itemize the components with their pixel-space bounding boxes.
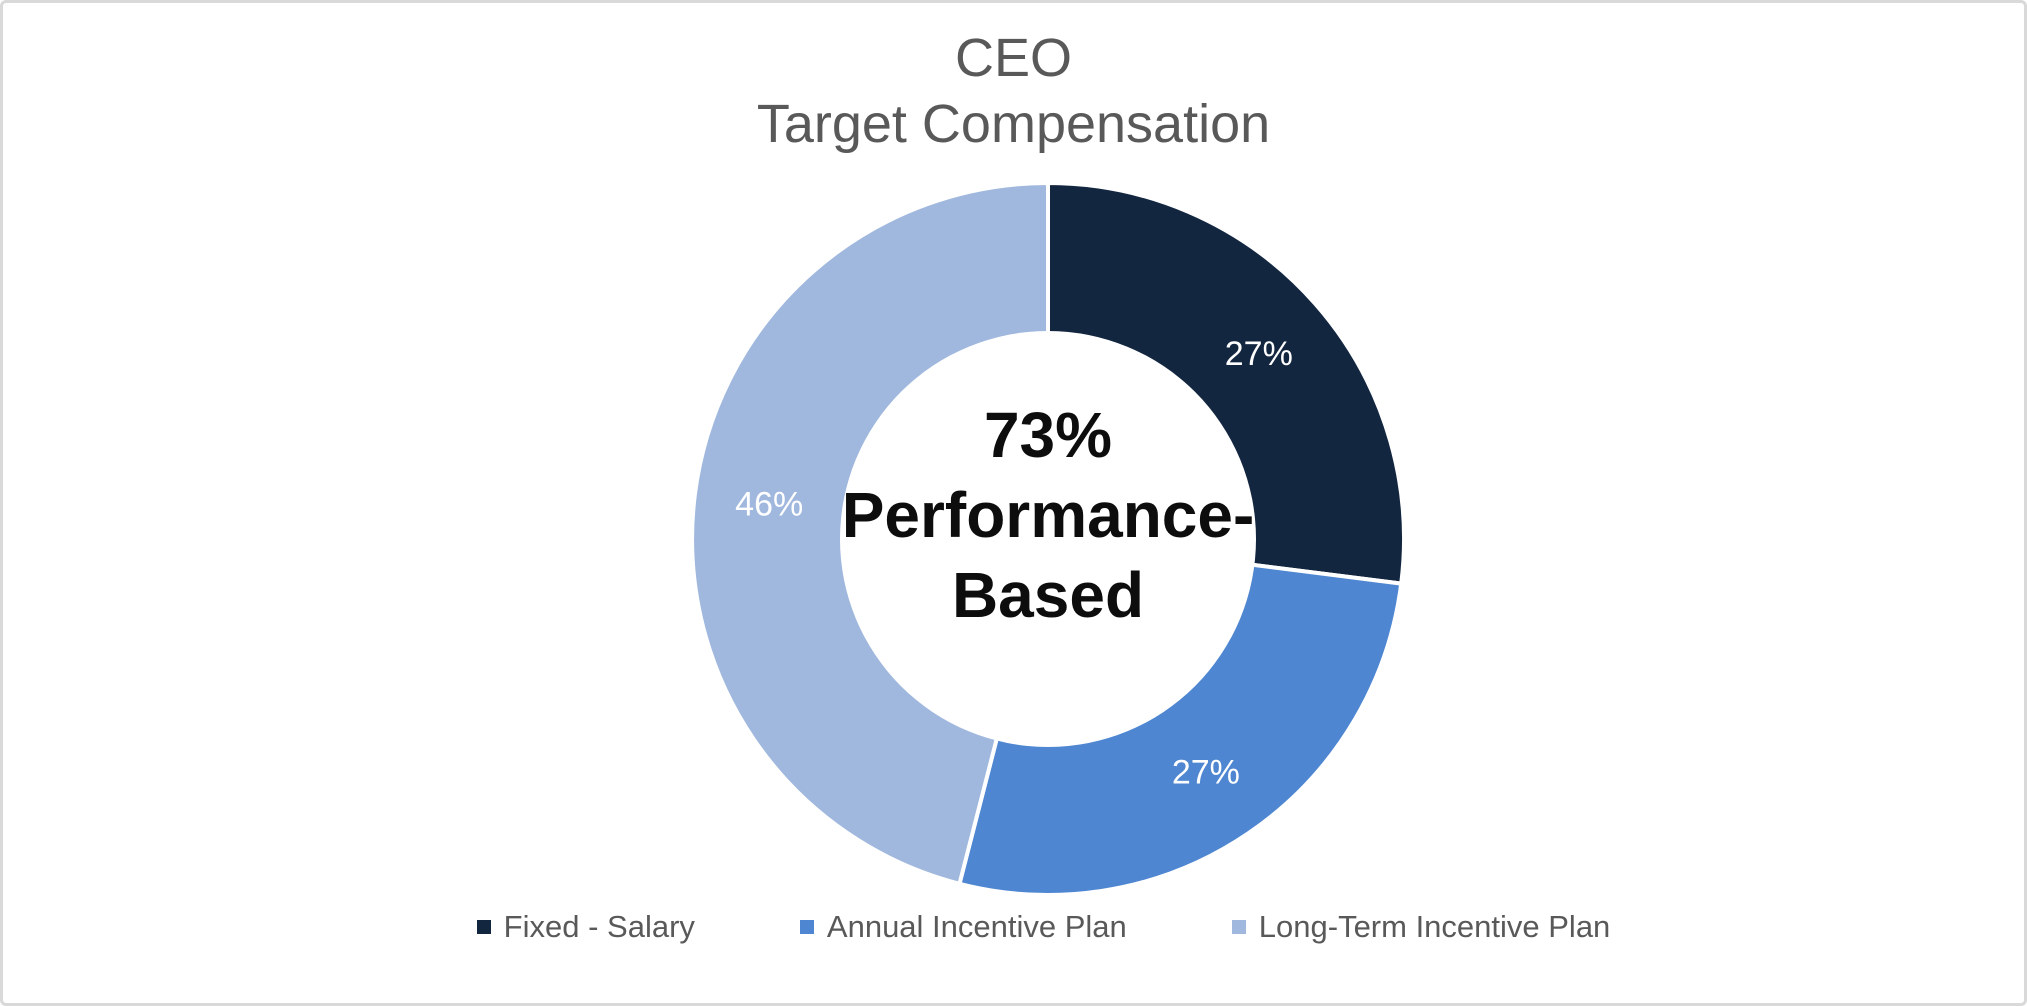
legend-item-annual-incentive-plan: Annual Incentive Plan (799, 909, 1127, 945)
center-label-line-1: 73% (983, 399, 1113, 471)
chart-title-line-2: Target Compensation (756, 94, 1271, 154)
legend-label-annual-incentive-plan: Annual Incentive Plan (826, 909, 1127, 944)
donut-center-label: 73% Performance- Based (648, 395, 1448, 635)
legend-marker-fixed-salary (476, 920, 491, 934)
chart-title-line-1: CEO (954, 28, 1073, 88)
legend-item-long-term-incentive-plan: Long-Term Incentive Plan (1231, 909, 1611, 945)
value-label-annual-incentive-plan: 27% (1172, 753, 1240, 791)
chart-title: CEO Target Compensation (3, 25, 2024, 157)
legend: Fixed - Salary Annual Incentive Plan Lon… (33, 909, 2024, 945)
donut-chart: 27% 27% 46% (690, 181, 1407, 897)
legend-marker-long-term-incentive-plan (1231, 920, 1246, 934)
legend-label-long-term-incentive-plan: Long-Term Incentive Plan (1258, 909, 1611, 944)
center-label-line-2: Performance- (841, 479, 1255, 551)
legend-item-fixed-salary: Fixed - Salary (476, 909, 695, 945)
value-label-fixed-salary: 27% (1225, 335, 1293, 373)
value-label-long-term-incentive-plan: 46% (735, 486, 803, 524)
donut-hole (840, 331, 1256, 747)
center-label-line-3: Based (951, 559, 1145, 631)
legend-label-fixed-salary: Fixed - Salary (503, 909, 695, 944)
legend-marker-annual-incentive-plan (799, 920, 814, 934)
